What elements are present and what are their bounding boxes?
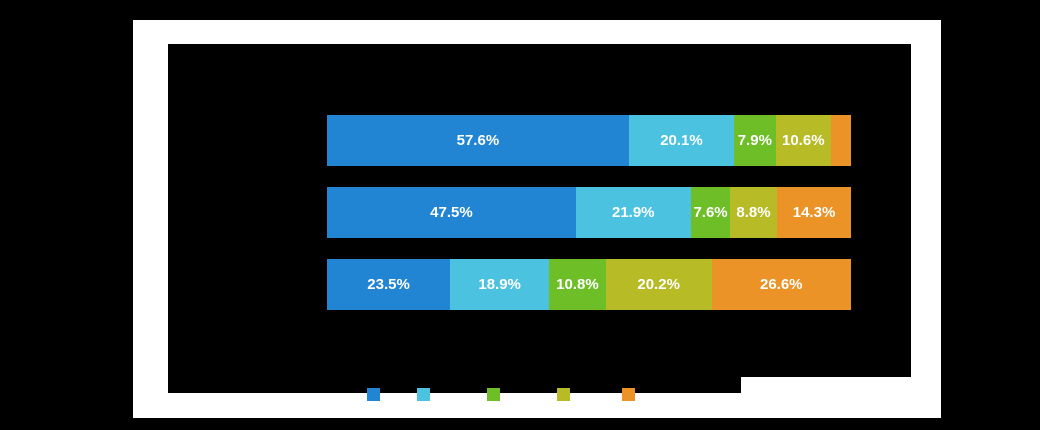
bar-row: 57.6% 20.1% 7.9% 10.6% (327, 115, 851, 166)
bar-segment-label: 18.9% (478, 276, 521, 293)
bar-segment[interactable]: 7.9% (734, 115, 776, 166)
legend-swatch[interactable] (557, 388, 570, 401)
legend-swatch[interactable] (367, 388, 380, 401)
bar-segment[interactable]: 57.6% (327, 115, 629, 166)
bars: 57.6% 20.1% 7.9% 10.6% 47.5% 21.9% 7.6% 8.8% 14.… (327, 115, 851, 310)
bar-segment[interactable]: 18.9% (450, 259, 550, 310)
bar-segment[interactable]: 26.6% (711, 259, 851, 310)
bar-segment-label: 14.3% (792, 204, 836, 221)
bar-segment-label: 57.6% (456, 132, 500, 149)
bar-segment[interactable]: 8.8% (730, 187, 777, 238)
legend-swatch[interactable] (622, 388, 635, 401)
bar-segment[interactable]: 20.1% (628, 115, 735, 166)
bar-segment-label: 8.8% (736, 204, 771, 221)
bar-segment[interactable]: 7.6% (690, 187, 731, 238)
bar-segment-label: 26.6% (759, 276, 803, 293)
bar-segment-label: 23.5% (367, 276, 410, 293)
chart-card: 57.6% 20.1% 7.9% 10.6% 47.5% 21.9% 7.6% 8.8% 14.… (133, 20, 941, 418)
bar-segment[interactable]: 20.2% (605, 259, 712, 310)
bar-segment-label: 7.6% (693, 204, 728, 221)
bar-segment-label: 10.6% (782, 132, 825, 149)
bar-segment[interactable]: 23.5% (327, 259, 451, 310)
bottom-right-panel (741, 377, 911, 393)
bar-segment[interactable]: 14.3% (776, 187, 851, 238)
bar-segment[interactable]: 47.5% (327, 187, 576, 238)
bar-segment-label: 20.2% (637, 276, 680, 293)
bar-row: 47.5% 21.9% 7.6% 8.8% 14.3% (327, 187, 851, 238)
bar-row: 23.5% 18.9% 10.8% 20.2% 26.6% (327, 259, 851, 310)
bar-segment-label: 47.5% (430, 204, 473, 221)
bar-segment[interactable] (831, 115, 851, 166)
bar-segment[interactable]: 10.6% (775, 115, 832, 166)
bar-segment-label: 7.9% (737, 132, 772, 149)
legend-swatch[interactable] (417, 388, 430, 401)
bar-segment[interactable]: 10.8% (549, 259, 606, 310)
bar-segment[interactable]: 21.9% (575, 187, 691, 238)
bar-segment-label: 20.1% (660, 132, 703, 149)
bar-segment-label: 21.9% (611, 204, 655, 221)
bar-segment-label: 10.8% (556, 276, 599, 293)
plot-area: 57.6% 20.1% 7.9% 10.6% 47.5% 21.9% 7.6% 8.8% 14.… (168, 44, 911, 401)
legend-swatch[interactable] (487, 388, 500, 401)
